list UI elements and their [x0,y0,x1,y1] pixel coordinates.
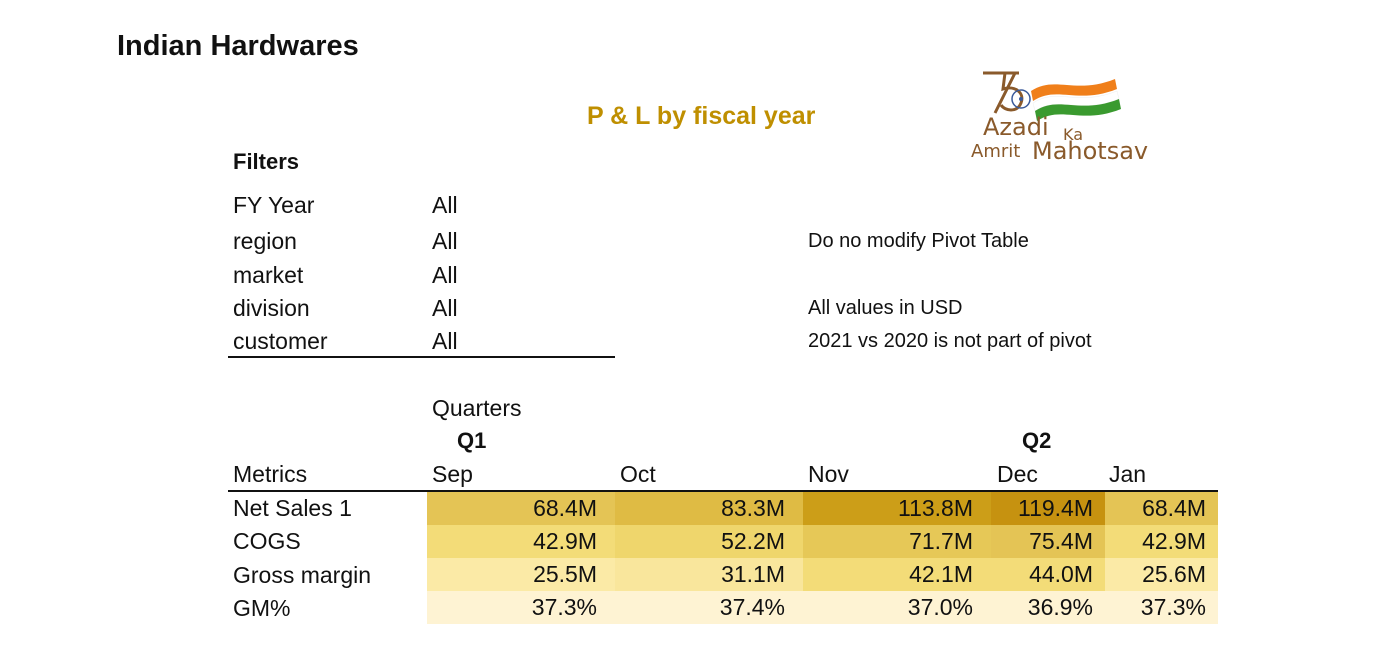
cell-gm-percent-jan[interactable]: 37.3% [1105,591,1218,624]
pivot-rows-label[interactable]: Metrics [233,461,308,487]
filter-label-market: market [233,262,304,288]
row-label-gm-percent[interactable]: GM% [233,595,291,621]
cell-net-sales-sep[interactable]: 68.4M [427,492,615,525]
month-header-nov[interactable]: Nov [808,461,849,487]
cell-cogs-nov[interactable]: 71.7M [803,525,991,558]
cell-gm-percent-nov[interactable]: 37.0% [803,591,991,624]
quarter-header-q1[interactable]: Q1 [457,428,487,453]
filters-divider [228,356,615,358]
filter-label-fy-year: FY Year [233,192,315,218]
filter-value-division[interactable]: All [432,295,458,321]
cell-gross-margin-sep[interactable]: 25.5M [427,558,615,591]
cell-net-sales-oct[interactable]: 83.3M [615,492,803,525]
pivot-columns-label[interactable]: Quarters [432,395,522,421]
report-title: Indian Hardwares [117,30,359,62]
quarter-header-q2[interactable]: Q2 [1022,428,1052,453]
cell-cogs-dec[interactable]: 75.4M [991,525,1105,558]
filter-value-region[interactable]: All [432,228,458,254]
cell-gm-percent-oct[interactable]: 37.4% [615,591,803,624]
pivot-header-divider [228,490,1218,492]
filter-value-fy-year[interactable]: All [432,192,458,218]
filters-heading: Filters [233,149,300,174]
logo-word-azadi: Azadi [983,113,1049,141]
month-header-sep[interactable]: Sep [432,461,473,487]
cell-gross-margin-dec[interactable]: 44.0M [991,558,1105,591]
filter-label-customer: customer [233,328,328,354]
cell-gross-margin-jan[interactable]: 25.6M [1105,558,1218,591]
filter-label-region: region [233,228,297,254]
row-label-gross-margin[interactable]: Gross margin [233,562,372,588]
cell-gm-percent-dec[interactable]: 36.9% [991,591,1105,624]
row-label-cogs[interactable]: COGS [233,528,301,554]
cell-cogs-jan[interactable]: 42.9M [1105,525,1218,558]
note-pivot-warning: Do no modify Pivot Table [808,230,1029,252]
cell-net-sales-jan[interactable]: 68.4M [1105,492,1218,525]
month-header-jan[interactable]: Jan [1109,461,1147,487]
cell-cogs-oct[interactable]: 52.2M [615,525,803,558]
cell-net-sales-nov[interactable]: 113.8M [803,492,991,525]
cell-gross-margin-oct[interactable]: 31.1M [615,558,803,591]
note-currency: All values in USD [808,297,963,319]
row-label-net-sales[interactable]: Net Sales 1 [233,495,352,521]
logo-word-amrit: Amrit [971,141,1021,162]
filter-value-customer[interactable]: All [432,328,458,354]
report-subtitle: P & L by fiscal year [587,102,816,130]
cell-net-sales-dec[interactable]: 119.4M [991,492,1105,525]
filter-label-division: division [233,295,310,321]
logo-word-mahotsav: Mahotsav [1032,137,1149,165]
month-header-dec[interactable]: Dec [997,461,1038,487]
logo-flag-graphic [983,71,1121,121]
month-header-oct[interactable]: Oct [620,461,656,487]
cell-gm-percent-sep[interactable]: 37.3% [427,591,615,624]
cell-gross-margin-nov[interactable]: 42.1M [803,558,991,591]
filter-value-market[interactable]: All [432,262,458,288]
note-comparison: 2021 vs 2020 is not part of pivot [808,330,1092,352]
cell-cogs-sep[interactable]: 42.9M [427,525,615,558]
azadi-ka-amrit-mahotsav-logo: Azadi Ka Amrit Mahotsav [965,65,1165,175]
logo-word-ka: Ka [1063,125,1084,144]
